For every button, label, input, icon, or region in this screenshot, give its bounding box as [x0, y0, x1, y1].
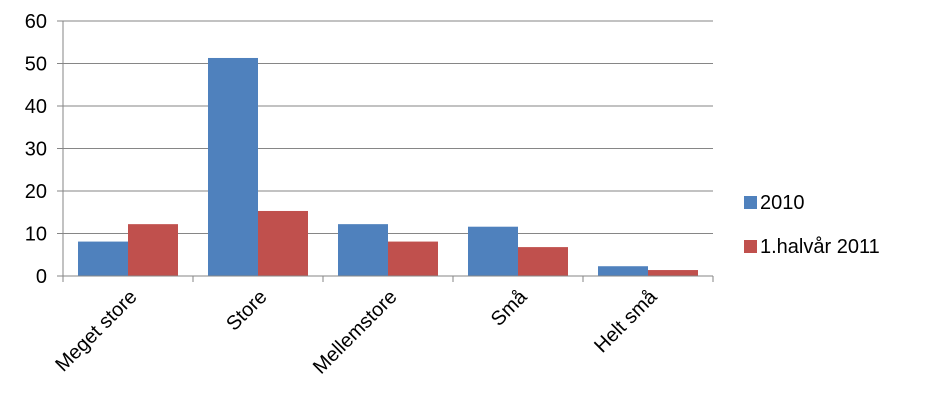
bar-series2	[388, 241, 438, 276]
legend-label: 2010	[760, 192, 805, 214]
y-tick-label: 40	[25, 96, 47, 118]
y-tick-label: 30	[25, 139, 47, 161]
bar-series1	[468, 226, 518, 276]
bar-series1	[78, 241, 128, 276]
legend-swatch	[744, 196, 757, 209]
bar-series2	[518, 247, 568, 276]
y-tick-label: 60	[25, 11, 47, 33]
bar-series2	[128, 224, 178, 276]
legend-swatch	[744, 240, 757, 253]
y-tick-labels: 0 10 20 30 40 50 60	[25, 11, 47, 288]
y-tick-label: 20	[25, 181, 47, 203]
legend: 2010 1.halvår 2011	[744, 192, 880, 258]
bar-series1	[338, 224, 388, 276]
y-tick-label: 10	[25, 224, 47, 246]
axes	[57, 20, 714, 282]
x-tick-label: Mellemstore	[309, 286, 402, 379]
x-tick-label: Helt små	[590, 285, 662, 357]
bar-series2	[258, 210, 308, 276]
x-tick-labels: Meget store Store Mellemstore Små Helt små	[51, 285, 662, 378]
bar-series1	[598, 266, 648, 276]
y-tick-label: 0	[36, 266, 47, 288]
y-tick-label: 50	[25, 54, 47, 76]
x-tick-label: Store	[222, 286, 271, 335]
gridlines	[63, 20, 713, 234]
x-tick-label: Meget store	[51, 286, 141, 376]
x-tick-label: Små	[487, 285, 532, 330]
bars	[78, 57, 698, 276]
bar-series2	[648, 270, 698, 276]
bar-series1	[208, 57, 258, 276]
legend-label: 1.halvår 2011	[760, 236, 880, 258]
